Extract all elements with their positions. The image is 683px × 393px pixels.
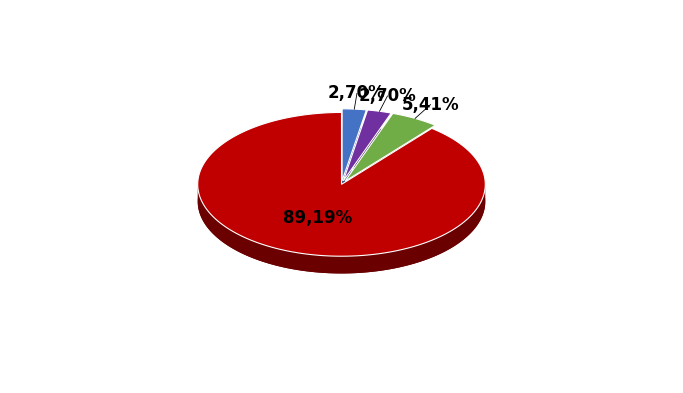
Polygon shape: [344, 127, 391, 198]
Text: 89,19%: 89,19%: [283, 209, 352, 227]
Polygon shape: [345, 130, 435, 198]
Polygon shape: [197, 112, 486, 256]
Text: 2,70%: 2,70%: [328, 84, 386, 102]
Polygon shape: [197, 130, 486, 274]
Polygon shape: [345, 114, 435, 181]
Text: 5,41%: 5,41%: [402, 95, 460, 114]
Text: 2,70%: 2,70%: [359, 87, 417, 105]
Polygon shape: [197, 185, 486, 274]
Polygon shape: [344, 110, 391, 181]
Polygon shape: [342, 109, 366, 181]
Polygon shape: [342, 126, 366, 198]
